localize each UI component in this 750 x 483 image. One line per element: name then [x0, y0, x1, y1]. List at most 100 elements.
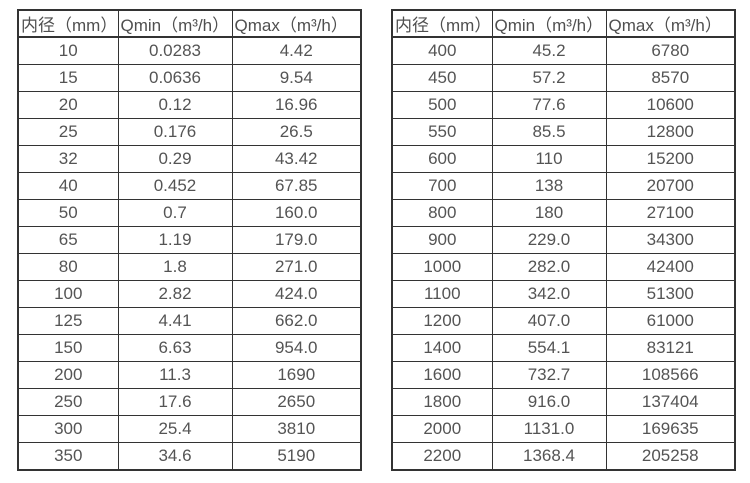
table-row: 200 11.3 1690	[17, 361, 362, 389]
cell-qmin: 732.7	[491, 361, 607, 389]
cell-qmin: 17.6	[117, 388, 233, 416]
cell-qmin: 229.0	[491, 226, 607, 254]
table-row: 1800 916.0 137404	[391, 388, 736, 416]
header-row: 内径（mm） Qmin（m³/h） Qmax（m³/h）	[391, 9, 736, 38]
cell-diameter: 32	[17, 145, 119, 173]
table-row: 500 77.6 10600	[391, 91, 736, 119]
cell-qmax: 26.5	[231, 118, 362, 146]
cell-diameter: 550	[391, 118, 493, 146]
table-row: 65 1.19 179.0	[17, 226, 362, 254]
cell-diameter: 200	[17, 361, 119, 389]
cell-qmin: 0.12	[117, 91, 233, 119]
cell-diameter: 250	[17, 388, 119, 416]
cell-diameter: 80	[17, 253, 119, 281]
table-row: 2000 1131.0 169635	[391, 415, 736, 443]
cell-qmin: 2.82	[117, 280, 233, 308]
column-header-diameter: 内径（mm）	[391, 9, 493, 38]
table-row: 1100 342.0 51300	[391, 280, 736, 308]
cell-qmin: 34.6	[117, 442, 233, 471]
table-row: 80 1.8 271.0	[17, 253, 362, 281]
cell-qmax: 137404	[605, 388, 736, 416]
table-row: 32 0.29 43.42	[17, 145, 362, 173]
cell-qmin: 6.63	[117, 334, 233, 362]
table-row: 700 138 20700	[391, 172, 736, 200]
cell-qmax: 67.85	[231, 172, 362, 200]
table-body: 400 45.2 6780 450 57.2 8570 500 77.6 10600 550 85.…	[391, 36, 736, 471]
table-row: 900 229.0 34300	[391, 226, 736, 254]
cell-diameter: 450	[391, 64, 493, 92]
cell-qmin: 180	[491, 199, 607, 227]
cell-diameter: 300	[17, 415, 119, 443]
cell-qmin: 1.8	[117, 253, 233, 281]
cell-diameter: 125	[17, 307, 119, 335]
cell-diameter: 900	[391, 226, 493, 254]
table-header: 内径（mm） Qmin（m³/h） Qmax（m³/h）	[391, 9, 736, 38]
cell-qmax: 179.0	[231, 226, 362, 254]
table-row: 800 180 27100	[391, 199, 736, 227]
cell-qmax: 61000	[605, 307, 736, 335]
cell-qmax: 954.0	[231, 334, 362, 362]
flow-range-tables: 内径（mm） Qmin（m³/h） Qmax（m³/h） 10 0.0283 4.42 1…	[17, 9, 736, 471]
cell-diameter: 600	[391, 145, 493, 173]
cell-qmax: 34300	[605, 226, 736, 254]
cell-qmax: 10600	[605, 91, 736, 119]
cell-qmax: 424.0	[231, 280, 362, 308]
table-row: 450 57.2 8570	[391, 64, 736, 92]
cell-qmin: 0.176	[117, 118, 233, 146]
table-row: 1400 554.1 83121	[391, 334, 736, 362]
table-row: 150 6.63 954.0	[17, 334, 362, 362]
cell-qmin: 4.41	[117, 307, 233, 335]
cell-qmin: 0.7	[117, 199, 233, 227]
cell-diameter: 800	[391, 199, 493, 227]
table-row: 1200 407.0 61000	[391, 307, 736, 335]
cell-qmax: 6780	[605, 36, 736, 65]
cell-qmin: 85.5	[491, 118, 607, 146]
cell-qmin: 77.6	[491, 91, 607, 119]
cell-diameter: 25	[17, 118, 119, 146]
table-body: 10 0.0283 4.42 15 0.0636 9.54 20 0.12 16.96 25 0.1…	[17, 36, 362, 471]
table-row: 350 34.6 5190	[17, 442, 362, 471]
cell-qmin: 554.1	[491, 334, 607, 362]
cell-diameter: 1200	[391, 307, 493, 335]
header-row: 内径（mm） Qmin（m³/h） Qmax（m³/h）	[17, 9, 362, 38]
table-row: 400 45.2 6780	[391, 36, 736, 65]
cell-qmax: 4.42	[231, 36, 362, 65]
table-row: 100 2.82 424.0	[17, 280, 362, 308]
cell-diameter: 500	[391, 91, 493, 119]
cell-diameter: 2200	[391, 442, 493, 471]
cell-qmin: 282.0	[491, 253, 607, 281]
cell-qmin: 0.0283	[117, 36, 233, 65]
cell-qmin: 138	[491, 172, 607, 200]
table-row: 50 0.7 160.0	[17, 199, 362, 227]
column-header-qmin: Qmin（m³/h）	[491, 9, 607, 38]
table-header: 内径（mm） Qmin（m³/h） Qmax（m³/h）	[17, 9, 362, 38]
cell-qmin: 916.0	[491, 388, 607, 416]
table-row: 20 0.12 16.96	[17, 91, 362, 119]
cell-diameter: 100	[17, 280, 119, 308]
cell-diameter: 15	[17, 64, 119, 92]
column-header-diameter: 内径（mm）	[17, 9, 119, 38]
cell-qmax: 8570	[605, 64, 736, 92]
cell-diameter: 1400	[391, 334, 493, 362]
cell-qmax: 662.0	[231, 307, 362, 335]
cell-diameter: 1100	[391, 280, 493, 308]
table-row: 125 4.41 662.0	[17, 307, 362, 335]
cell-qmax: 12800	[605, 118, 736, 146]
cell-qmin: 1368.4	[491, 442, 607, 471]
table-row: 25 0.176 26.5	[17, 118, 362, 146]
cell-diameter: 40	[17, 172, 119, 200]
column-header-qmax: Qmax（m³/h）	[231, 9, 362, 38]
cell-qmin: 0.29	[117, 145, 233, 173]
cell-qmax: 15200	[605, 145, 736, 173]
table-row: 1600 732.7 108566	[391, 361, 736, 389]
cell-qmax: 2650	[231, 388, 362, 416]
cell-qmin: 407.0	[491, 307, 607, 335]
cell-qmin: 25.4	[117, 415, 233, 443]
cell-diameter: 2000	[391, 415, 493, 443]
cell-qmax: 43.42	[231, 145, 362, 173]
cell-qmax: 160.0	[231, 199, 362, 227]
cell-qmax: 27100	[605, 199, 736, 227]
column-header-qmin: Qmin（m³/h）	[117, 9, 233, 38]
cell-diameter: 50	[17, 199, 119, 227]
cell-qmin: 110	[491, 145, 607, 173]
